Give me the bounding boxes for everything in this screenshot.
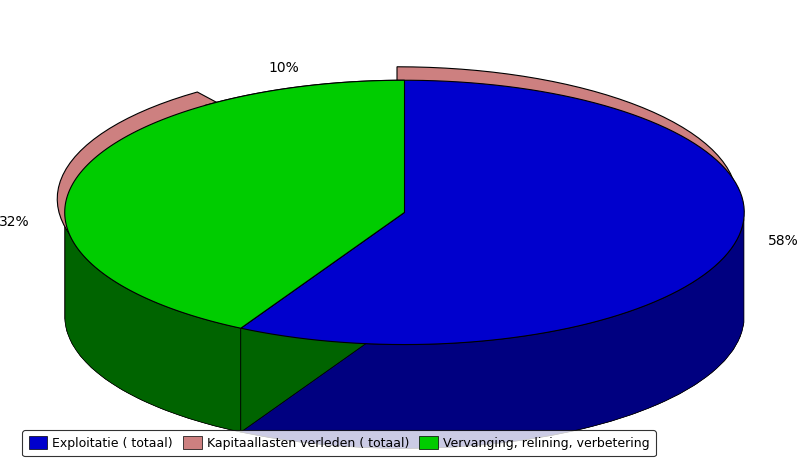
Polygon shape [65, 214, 743, 448]
Polygon shape [205, 80, 744, 345]
Text: 32%: 32% [0, 215, 30, 229]
Polygon shape [241, 212, 404, 432]
Polygon shape [57, 67, 737, 331]
Polygon shape [241, 219, 744, 448]
Polygon shape [65, 80, 404, 328]
Text: 10%: 10% [269, 61, 299, 75]
Polygon shape [241, 212, 404, 432]
Legend: Exploitatie ( totaal), Kapitaallasten verleden ( totaal), Vervanging, relining, : Exploitatie ( totaal), Kapitaallasten ve… [23, 430, 656, 456]
Text: 58%: 58% [768, 234, 798, 248]
Polygon shape [65, 218, 241, 432]
